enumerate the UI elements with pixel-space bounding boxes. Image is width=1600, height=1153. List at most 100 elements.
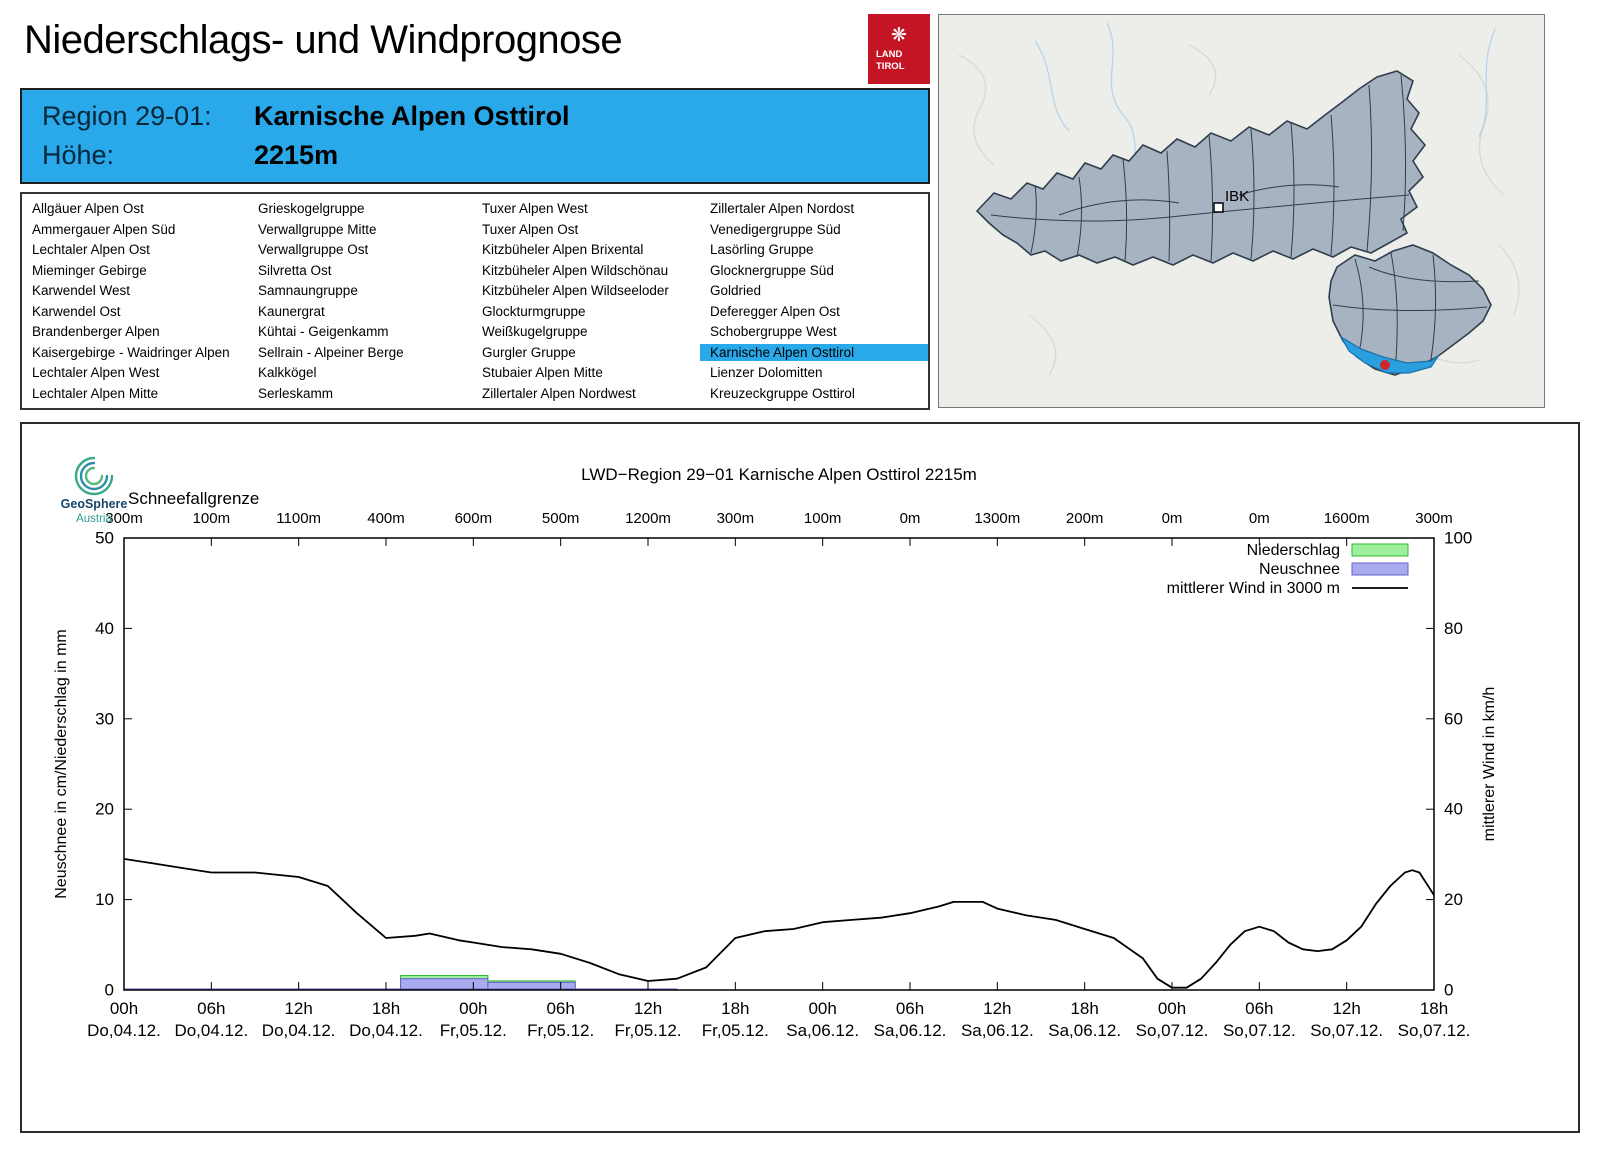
geosphere-swirl-icon [74,456,114,496]
x-tick-hour: 18h [372,999,400,1018]
forecast-chart: LWD−Region 29−01 Karnische Alpen Osttiro… [53,465,1498,1040]
legend-swatch [1351,543,1409,557]
legend-swatch [1351,562,1409,576]
region-list-item[interactable]: Goldried [710,283,762,299]
snowline-value: 300m [717,510,755,527]
region-list-item[interactable]: Tuxer Alpen Ost [482,221,579,237]
tirol-eagle-icon: ❋ [891,25,907,47]
x-tick-day: Sa,06.12. [1048,1021,1121,1040]
x-tick-hour: 06h [197,999,225,1018]
x-tick-hour: 00h [110,999,138,1018]
chart-title: LWD−Region 29−01 Karnische Alpen Osttiro… [581,465,977,484]
x-tick-hour: 00h [1158,999,1186,1018]
snowline-value: 1300m [974,510,1020,527]
x-tick-hour: 00h [459,999,487,1018]
y-left-tick: 0 [105,981,114,1000]
region-list-item[interactable]: Gurgler Gruppe [482,344,576,360]
region-list-item[interactable]: Serleskamm [258,385,334,401]
x-tick-day: Fr,05.12. [702,1021,769,1040]
region-list-item[interactable]: Schobergruppe West [710,324,837,340]
region-list-item[interactable]: Lechtaler Alpen Mitte [32,385,159,401]
east-tirol-region [1328,244,1492,376]
region-list-item[interactable]: Verwallgruppe Mitte [258,221,377,237]
region-list-item[interactable]: Stubaier Alpen Mitte [482,365,603,381]
x-tick-hour: 00h [808,999,836,1018]
region-list-item[interactable]: Glocknergruppe Süd [710,262,834,278]
region-list-item[interactable]: Glockturmgruppe [482,303,586,319]
region-list-item[interactable]: Grieskogelgruppe [258,201,365,217]
snowline-value: 100m [193,510,231,527]
region-list-item[interactable]: Brandenberger Alpen [32,324,160,340]
region-list-item[interactable]: Kitzbüheler Alpen Wildschönau [482,262,669,278]
region-list-item[interactable]: Tuxer Alpen West [482,201,588,217]
region-list-item[interactable]: Lechtaler Alpen Ost [32,242,150,258]
region-list-item[interactable]: Ammergauer Alpen Süd [32,221,176,237]
snowline-value: 200m [1066,510,1104,527]
region-list-item[interactable]: Lechtaler Alpen West [32,365,160,381]
region-list-item[interactable]: Sellrain - Alpeiner Berge [258,344,404,360]
region-list-item[interactable]: Kreuzeckgruppe Osttirol [710,385,855,401]
region-list-item[interactable]: Allgäuer Alpen Ost [32,201,144,217]
snowline-value: 100m [804,510,842,527]
y-left-label: Neuschnee in cm/Niederschlag in mm [53,629,70,898]
x-tick-day: Do,04.12. [174,1021,248,1040]
tirol-map: IBK [939,15,1544,407]
neuschnee-bar [400,978,489,991]
region-list-item-selected[interactable]: Karnische Alpen Osttirol [700,343,928,361]
region-list-item[interactable]: Kitzbüheler Alpen Brixental [482,242,644,258]
north-tirol-subregion-borders [990,74,1410,262]
x-tick-hour: 12h [1332,999,1360,1018]
x-tick-day: Sa,06.12. [874,1021,947,1040]
x-tick-hour: 06h [896,999,924,1018]
region-list-item[interactable]: Zillertaler Alpen Nordost [710,201,855,217]
legend-label: Niederschlag [1247,542,1340,559]
y-left-tick: 40 [95,619,114,638]
region-list-item[interactable]: Kaunergrat [258,303,325,319]
region-list-item[interactable]: Deferegger Alpen Ost [710,303,840,319]
region-list-item[interactable]: Kalkkögel [258,365,317,381]
x-tick-hour: 06h [546,999,574,1018]
region-list-item[interactable]: Silvretta Ost [258,262,332,278]
region-list-item[interactable]: Venedigergruppe Süd [710,221,841,237]
x-tick-day: Do,04.12. [262,1021,336,1040]
x-tick-hour: 18h [1420,999,1448,1018]
snowline-value: 1100m [276,510,321,527]
geosphere-logo: GeoSphere Austria [61,456,127,525]
y-left-tick: 20 [95,800,114,819]
selected-region-karnische-alpen[interactable] [1339,335,1440,374]
x-tick-day: Sa,06.12. [786,1021,859,1040]
altitude-value: 2215m [254,140,339,170]
y-right-tick: 60 [1444,709,1463,728]
y-right-tick: 100 [1444,529,1472,548]
region-list-item[interactable]: Samnaungruppe [258,283,358,299]
region-list-item[interactable]: Karwendel West [32,283,131,299]
region-list-item[interactable]: Mieminger Gebirge [32,262,147,278]
snowline-value: 1200m [625,510,671,527]
x-tick-hour: 18h [1070,999,1098,1018]
wind-line [123,858,1435,989]
region-list-item[interactable]: Lasörling Gruppe [710,242,814,258]
snowline-value: 500m [542,510,580,527]
region-list-column: Tuxer Alpen West Tuxer Alpen Ost Kitzbühel… [472,197,700,405]
region-list-item[interactable]: Lienzer Dolomitten [710,365,823,381]
tirol-map-panel[interactable]: IBK [938,14,1545,408]
region-list-item[interactable]: Weißkugelgruppe [482,324,588,340]
region-list-item[interactable]: Kühtai - Geigenkamm [258,324,389,340]
y-right-tick: 40 [1444,800,1463,819]
snowline-value: 0m [1249,510,1270,527]
altitude-label: Höhe: [42,140,115,170]
y-left-tick: 50 [95,529,114,548]
region-list-item[interactable]: Karwendel Ost [32,303,121,319]
region-list-item[interactable]: Kaisergebirge - Waidringer Alpen [32,344,230,360]
forecast-chart-panel: LWD−Region 29−01 Karnische Alpen Osttiro… [20,422,1580,1133]
x-tick-day: Do,04.12. [87,1021,161,1040]
x-tick-day: So,07.12. [1398,1021,1471,1040]
region-list-column: Allgäuer Alpen Ost Ammergauer Alpen Süd Le… [22,197,248,405]
region-list-item[interactable]: Verwallgruppe Ost [258,242,369,258]
region-list-item[interactable]: Kitzbüheler Alpen Wildseeloder [482,283,669,299]
region-list-item[interactable]: Zillertaler Alpen Nordwest [482,385,636,401]
region-list-column: Grieskogelgruppe Verwallgruppe Mitte Verwa… [248,197,472,405]
snowline-value: 300m [105,510,143,527]
x-tick-hour: 12h [284,999,312,1018]
region-list: Allgäuer Alpen Ost Ammergauer Alpen Süd Le… [20,192,930,410]
